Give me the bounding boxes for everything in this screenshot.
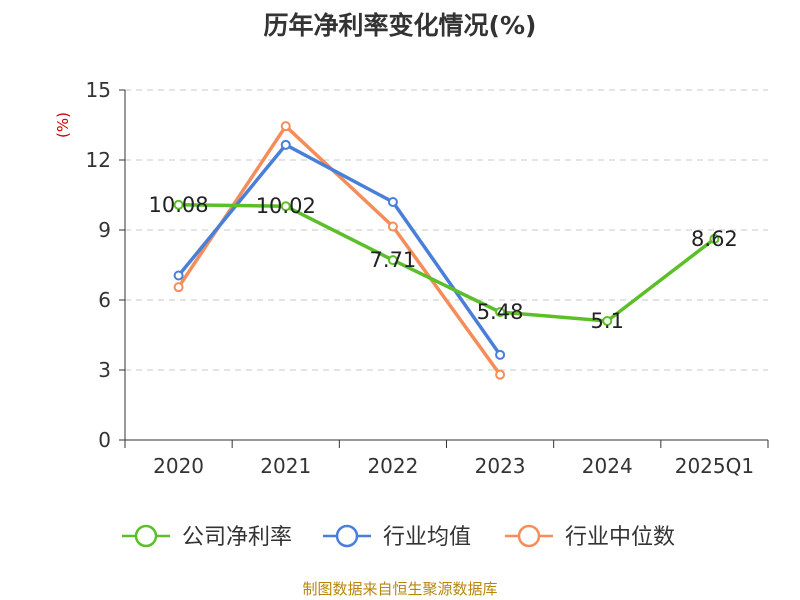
y-tick-label-6: 6 bbox=[98, 288, 111, 312]
y-axis-label: (%) bbox=[54, 112, 72, 138]
point-1-2023 bbox=[495, 349, 506, 360]
axes: 0 3 6 9 12 15 (%) 2020 2021 2022 2023 2024 2025Q1 bbox=[54, 78, 769, 478]
y-tick-label-9: 9 bbox=[98, 218, 111, 242]
legend-label-0: 公司净利率 bbox=[182, 525, 292, 550]
point-0-2021 bbox=[280, 201, 291, 212]
legend-marker-1 bbox=[335, 524, 359, 548]
point-0-2020 bbox=[173, 199, 184, 210]
x-tick-label-2020: 2020 bbox=[153, 454, 204, 478]
y-tick-label-15: 15 bbox=[86, 78, 111, 102]
x-tick-label-2023: 2023 bbox=[475, 454, 526, 478]
point-2-2023 bbox=[495, 369, 506, 380]
point-2-2021 bbox=[280, 121, 291, 132]
point-1-2022 bbox=[387, 197, 398, 207]
x-tick-label-2021: 2021 bbox=[260, 454, 311, 478]
point-2-2022 bbox=[387, 221, 398, 232]
legend: 公司净利率 行业均值 行业中位数 bbox=[122, 524, 675, 550]
point-2-2020 bbox=[173, 282, 184, 293]
point-1-2021 bbox=[280, 139, 291, 150]
chart-title: 历年净利率变化情况(%) bbox=[263, 11, 537, 40]
x-tick-label-2022: 2022 bbox=[367, 454, 418, 478]
legend-marker-0 bbox=[134, 524, 158, 548]
x-tick-label-2025Q1: 2025Q1 bbox=[675, 454, 754, 478]
y-tick-label-0: 0 bbox=[98, 428, 111, 452]
source-note: 制图数据来自恒生聚源数据库 bbox=[302, 580, 498, 598]
data-label-2021: 10.02 bbox=[256, 194, 316, 218]
series-line-0 bbox=[178, 203, 716, 323]
grid-lines bbox=[125, 89, 768, 371]
data-label-2022: 7.71 bbox=[370, 248, 417, 272]
data-labels: 10.08 10.02 7.71 5.48 5.1 8.62 bbox=[149, 193, 738, 333]
legend-label-2: 行业中位数 bbox=[565, 525, 675, 550]
legend-label-1: 行业均值 bbox=[383, 525, 471, 550]
series-line-1 bbox=[177, 143, 502, 356]
point-0-2024 bbox=[602, 316, 613, 326]
data-label-2024: 5.1 bbox=[591, 309, 624, 333]
series-line-2 bbox=[177, 124, 502, 376]
data-label-2025Q1: 8.62 bbox=[691, 227, 738, 251]
legend-marker-2 bbox=[517, 524, 541, 548]
data-label-2020: 10.08 bbox=[149, 193, 209, 217]
point-0-2023 bbox=[495, 307, 506, 318]
data-label-2023: 5.48 bbox=[477, 300, 524, 324]
point-1-2020 bbox=[173, 270, 184, 281]
series-lines bbox=[173, 121, 720, 380]
point-0-2025Q1 bbox=[709, 233, 720, 244]
y-tick-label-3: 3 bbox=[98, 358, 111, 382]
y-tick-label-12: 12 bbox=[86, 148, 111, 172]
x-tick-label-2024: 2024 bbox=[582, 454, 633, 478]
point-0-2022 bbox=[387, 255, 398, 266]
